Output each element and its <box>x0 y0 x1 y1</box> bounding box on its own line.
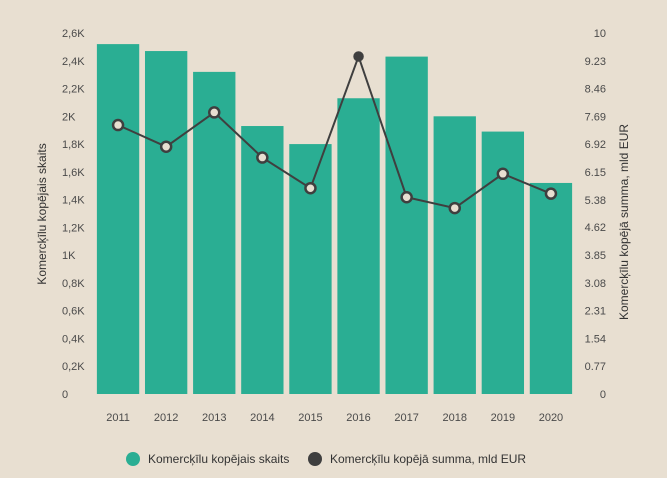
left-tick-label: 0 <box>62 389 68 401</box>
line-series <box>111 51 558 215</box>
bar-2018 <box>433 116 476 395</box>
right-tick-label: 3.85 <box>585 250 606 262</box>
left-tick-label: 2,2K <box>62 84 85 96</box>
x-tick-label: 2014 <box>250 412 274 424</box>
left-tick-label: 1,6K <box>62 167 85 179</box>
right-axis-ticks: 0 0.77 1.54 2.31 3.08 3.85 4.62 5.38 6.15 6.92 7.6… <box>585 28 606 401</box>
left-tick-label: 2K <box>62 111 76 123</box>
legend-swatch-bars <box>126 452 140 466</box>
legend-label-bars: Komercķīlu kopējais skaits <box>148 452 289 466</box>
left-tick-label: 1,4K <box>62 195 85 207</box>
point-2012 <box>159 140 173 153</box>
right-tick-label: 9.23 <box>585 56 606 68</box>
point-2013 <box>208 106 221 119</box>
right-tick-label: 0.77 <box>585 361 606 373</box>
right-tick-label: 8.46 <box>585 84 606 96</box>
x-tick-label: 2019 <box>491 412 515 424</box>
point-2014 <box>256 151 269 164</box>
x-tick-label: 2018 <box>443 412 467 424</box>
left-tick-label: 2,6K <box>62 28 85 40</box>
right-axis-title: Komercķīlu kopējā summa, mld EUR <box>617 124 631 320</box>
left-tick-label: 0,4K <box>62 333 85 345</box>
bar-2012 <box>144 51 188 395</box>
right-tick-label: 1.54 <box>585 333 606 345</box>
point-2018 <box>448 201 461 215</box>
x-axis-ticks: 2011 2012 2013 2014 2015 2016 2017 2018 2019 2020 <box>106 412 563 424</box>
x-tick-label: 2015 <box>298 412 322 424</box>
bar-2015 <box>289 144 332 394</box>
bar-2013 <box>193 71 236 394</box>
right-tick-label: 2.31 <box>585 306 606 318</box>
x-tick-label: 2011 <box>106 412 130 424</box>
left-tick-label: 1K <box>62 250 76 262</box>
x-tick-label: 2020 <box>539 412 563 424</box>
right-tick-label: 6.92 <box>585 139 606 151</box>
right-tick-label: 7.69 <box>585 111 606 123</box>
left-tick-label: 0,6K <box>62 306 85 318</box>
legend-label-line: Komercķīlu kopējā summa, mld EUR <box>330 452 526 466</box>
left-tick-label: 1,2K <box>62 222 85 234</box>
right-tick-label: 3.08 <box>585 278 606 290</box>
point-2016 <box>353 51 364 62</box>
left-tick-label: 2,4K <box>62 56 85 68</box>
left-tick-label: 0,2K <box>62 361 85 373</box>
bar-2017 <box>385 56 428 394</box>
legend-swatch-line <box>308 452 322 466</box>
left-tick-label: 0,8K <box>62 278 85 290</box>
point-2017 <box>400 191 413 204</box>
bar-2020 <box>529 182 573 394</box>
left-tick-label: 1,8K <box>62 139 85 151</box>
sum-line <box>117 53 552 210</box>
x-tick-label: 2017 <box>394 412 418 424</box>
right-tick-label: 5.38 <box>585 195 606 207</box>
point-2011 <box>111 118 125 132</box>
point-2015 <box>304 181 317 195</box>
x-tick-label: 2016 <box>346 412 370 424</box>
x-tick-label: 2012 <box>154 412 178 424</box>
right-tick-label: 4.62 <box>585 222 606 234</box>
point-2020 <box>544 187 558 200</box>
x-tick-label: 2013 <box>202 412 226 424</box>
bar-series <box>96 44 573 395</box>
left-axis-ticks: 0 0,2K 0,4K 0,6K 0,8K 1K 1,2K 1,4K 1,6K 1,8K 2K 2,2… <box>62 28 85 401</box>
bar-2016 <box>337 98 380 394</box>
right-tick-label: 6.15 <box>585 167 606 179</box>
left-axis-title: Komercķīlu kopējais skaits <box>35 143 49 284</box>
right-tick-label: 0 <box>600 389 606 401</box>
bar-2011 <box>96 44 140 394</box>
right-tick-label: 10 <box>594 28 606 40</box>
point-2019 <box>496 167 510 181</box>
legend: Komercķīlu kopējais skaits Komercķīlu ko… <box>126 452 526 466</box>
bar-2014 <box>241 126 284 395</box>
